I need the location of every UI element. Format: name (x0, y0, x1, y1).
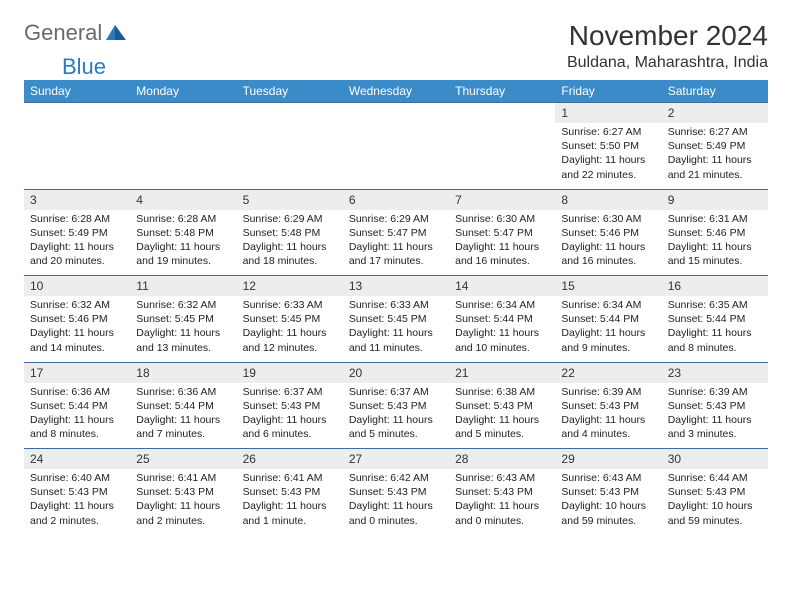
day-number: 20 (343, 362, 449, 383)
day-detail: Sunrise: 6:34 AM Sunset: 5:44 PM Dayligh… (555, 296, 661, 362)
day-header: Wednesday (343, 80, 449, 103)
day-number: 21 (449, 362, 555, 383)
day-detail-row: Sunrise: 6:40 AM Sunset: 5:43 PM Dayligh… (24, 469, 768, 535)
day-number: 3 (24, 189, 130, 210)
logo-triangle-icon (106, 22, 128, 45)
day-number: 24 (24, 449, 130, 470)
day-number: 8 (555, 189, 661, 210)
day-detail: Sunrise: 6:34 AM Sunset: 5:44 PM Dayligh… (449, 296, 555, 362)
day-detail: Sunrise: 6:27 AM Sunset: 5:49 PM Dayligh… (662, 123, 768, 189)
logo: General (24, 20, 130, 46)
day-detail: Sunrise: 6:36 AM Sunset: 5:44 PM Dayligh… (24, 383, 130, 449)
day-header-row: SundayMondayTuesdayWednesdayThursdayFrid… (24, 80, 768, 103)
day-number (449, 103, 555, 124)
day-number: 10 (24, 276, 130, 297)
day-number (24, 103, 130, 124)
day-header: Monday (130, 80, 236, 103)
day-number: 1 (555, 103, 661, 124)
day-number: 2 (662, 103, 768, 124)
day-header: Saturday (662, 80, 768, 103)
day-detail: Sunrise: 6:32 AM Sunset: 5:46 PM Dayligh… (24, 296, 130, 362)
day-detail: Sunrise: 6:39 AM Sunset: 5:43 PM Dayligh… (555, 383, 661, 449)
day-detail: Sunrise: 6:38 AM Sunset: 5:43 PM Dayligh… (449, 383, 555, 449)
day-detail: Sunrise: 6:30 AM Sunset: 5:47 PM Dayligh… (449, 210, 555, 276)
day-detail: Sunrise: 6:44 AM Sunset: 5:43 PM Dayligh… (662, 469, 768, 535)
day-number: 12 (237, 276, 343, 297)
day-number: 17 (24, 362, 130, 383)
day-detail-row: Sunrise: 6:27 AM Sunset: 5:50 PM Dayligh… (24, 123, 768, 189)
day-number: 7 (449, 189, 555, 210)
day-number: 14 (449, 276, 555, 297)
day-number: 16 (662, 276, 768, 297)
location: Buldana, Maharashtra, India (567, 54, 768, 72)
day-number-row: 12 (24, 103, 768, 124)
day-number-row: 10111213141516 (24, 276, 768, 297)
day-detail: Sunrise: 6:28 AM Sunset: 5:49 PM Dayligh… (24, 210, 130, 276)
month-title: November 2024 (567, 20, 768, 52)
day-number: 19 (237, 362, 343, 383)
day-header: Sunday (24, 80, 130, 103)
day-number (130, 103, 236, 124)
day-header: Friday (555, 80, 661, 103)
day-detail: Sunrise: 6:40 AM Sunset: 5:43 PM Dayligh… (24, 469, 130, 535)
title-block: November 2024 Buldana, Maharashtra, Indi… (567, 20, 768, 72)
day-number: 9 (662, 189, 768, 210)
day-number-row: 17181920212223 (24, 362, 768, 383)
day-detail: Sunrise: 6:41 AM Sunset: 5:43 PM Dayligh… (130, 469, 236, 535)
day-number: 13 (343, 276, 449, 297)
day-number: 29 (555, 449, 661, 470)
day-detail: Sunrise: 6:39 AM Sunset: 5:43 PM Dayligh… (662, 383, 768, 449)
day-number: 11 (130, 276, 236, 297)
day-number: 15 (555, 276, 661, 297)
day-number: 27 (343, 449, 449, 470)
day-detail: Sunrise: 6:33 AM Sunset: 5:45 PM Dayligh… (343, 296, 449, 362)
day-detail-row: Sunrise: 6:32 AM Sunset: 5:46 PM Dayligh… (24, 296, 768, 362)
day-detail-row: Sunrise: 6:36 AM Sunset: 5:44 PM Dayligh… (24, 383, 768, 449)
day-number: 18 (130, 362, 236, 383)
day-number: 30 (662, 449, 768, 470)
logo-text-general: General (24, 20, 102, 46)
day-detail: Sunrise: 6:42 AM Sunset: 5:43 PM Dayligh… (343, 469, 449, 535)
day-header: Tuesday (237, 80, 343, 103)
day-detail (343, 123, 449, 189)
day-detail: Sunrise: 6:28 AM Sunset: 5:48 PM Dayligh… (130, 210, 236, 276)
calendar-table: SundayMondayTuesdayWednesdayThursdayFrid… (24, 80, 768, 535)
day-detail (237, 123, 343, 189)
day-detail: Sunrise: 6:37 AM Sunset: 5:43 PM Dayligh… (343, 383, 449, 449)
day-number: 26 (237, 449, 343, 470)
day-detail: Sunrise: 6:37 AM Sunset: 5:43 PM Dayligh… (237, 383, 343, 449)
day-number-row: 24252627282930 (24, 449, 768, 470)
day-number: 22 (555, 362, 661, 383)
day-detail: Sunrise: 6:43 AM Sunset: 5:43 PM Dayligh… (555, 469, 661, 535)
day-number: 25 (130, 449, 236, 470)
day-detail: Sunrise: 6:29 AM Sunset: 5:48 PM Dayligh… (237, 210, 343, 276)
day-detail: Sunrise: 6:33 AM Sunset: 5:45 PM Dayligh… (237, 296, 343, 362)
day-number-row: 3456789 (24, 189, 768, 210)
logo-text-blue: Blue (62, 54, 106, 80)
day-detail: Sunrise: 6:43 AM Sunset: 5:43 PM Dayligh… (449, 469, 555, 535)
day-number (237, 103, 343, 124)
day-number: 23 (662, 362, 768, 383)
day-detail: Sunrise: 6:27 AM Sunset: 5:50 PM Dayligh… (555, 123, 661, 189)
calendar-document: General November 2024 Buldana, Maharasht… (0, 0, 792, 555)
day-number: 5 (237, 189, 343, 210)
day-number: 28 (449, 449, 555, 470)
day-header: Thursday (449, 80, 555, 103)
day-detail: Sunrise: 6:32 AM Sunset: 5:45 PM Dayligh… (130, 296, 236, 362)
day-detail: Sunrise: 6:36 AM Sunset: 5:44 PM Dayligh… (130, 383, 236, 449)
day-detail: Sunrise: 6:41 AM Sunset: 5:43 PM Dayligh… (237, 469, 343, 535)
day-number: 4 (130, 189, 236, 210)
day-detail (130, 123, 236, 189)
day-detail (24, 123, 130, 189)
day-detail: Sunrise: 6:29 AM Sunset: 5:47 PM Dayligh… (343, 210, 449, 276)
day-number: 6 (343, 189, 449, 210)
day-number (343, 103, 449, 124)
day-detail: Sunrise: 6:35 AM Sunset: 5:44 PM Dayligh… (662, 296, 768, 362)
day-detail (449, 123, 555, 189)
day-detail-row: Sunrise: 6:28 AM Sunset: 5:49 PM Dayligh… (24, 210, 768, 276)
day-detail: Sunrise: 6:31 AM Sunset: 5:46 PM Dayligh… (662, 210, 768, 276)
day-detail: Sunrise: 6:30 AM Sunset: 5:46 PM Dayligh… (555, 210, 661, 276)
